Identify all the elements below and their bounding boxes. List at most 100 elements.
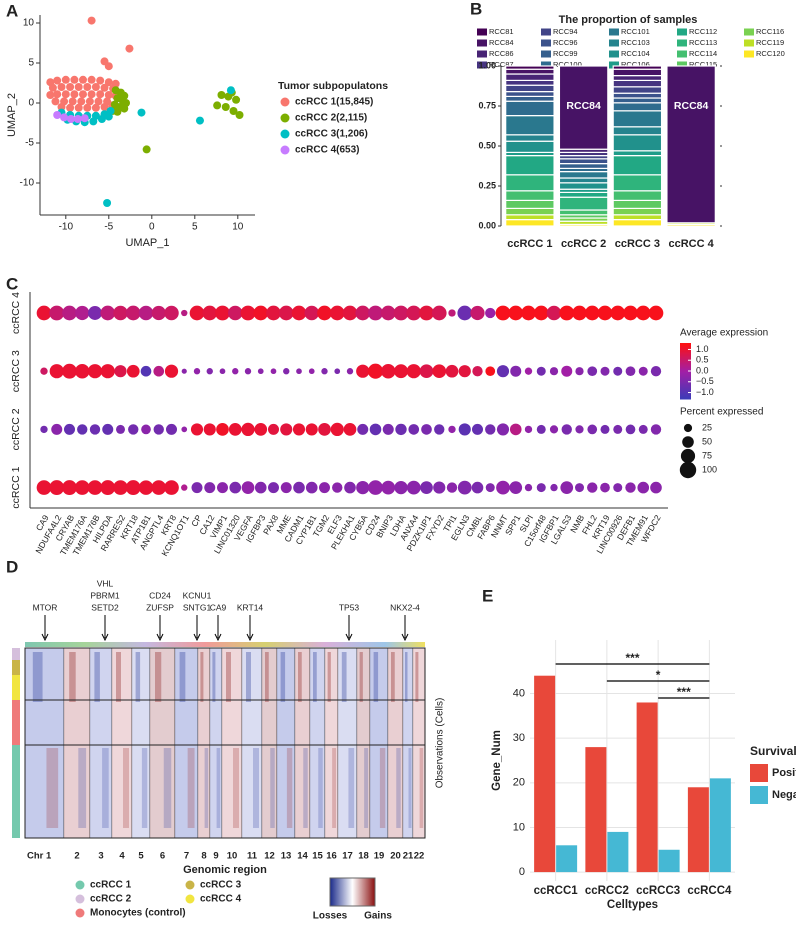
colorbar-tick-label: −1.0 — [696, 387, 714, 397]
gene-arrowhead — [345, 633, 353, 642]
bar-segment — [612, 219, 663, 227]
y-tick-label: 0 — [28, 98, 34, 109]
colorbar-step — [680, 391, 691, 394]
point — [85, 97, 94, 106]
heatmap-band — [303, 748, 308, 828]
dot — [600, 482, 610, 493]
point — [104, 78, 113, 87]
heatmap-band — [373, 652, 379, 702]
dot — [433, 481, 446, 494]
dot — [164, 364, 179, 378]
colorbar-step — [680, 397, 691, 400]
dot — [280, 423, 293, 436]
point — [120, 104, 129, 113]
x-axis-label: Celltypes — [607, 899, 658, 911]
chromosome-label: 6 — [160, 851, 165, 862]
bar-segment — [612, 86, 663, 94]
bar — [585, 747, 607, 873]
point — [91, 103, 100, 112]
point — [80, 114, 89, 123]
dot — [228, 305, 243, 321]
x-axis-label: Genomic region — [183, 864, 267, 876]
bar-segment — [666, 65, 716, 224]
significance-label: * — [656, 668, 661, 682]
dot — [40, 425, 48, 434]
legend-swatch — [609, 61, 619, 69]
point — [70, 75, 79, 84]
size-legend-title: Percent expressed — [680, 407, 763, 418]
legend-label: RCC103 — [621, 38, 650, 47]
heatmap-band — [313, 652, 317, 702]
chromosome-label: 21 — [403, 851, 414, 862]
x-tick-label: -10 — [59, 222, 74, 233]
bar-segment — [505, 68, 555, 75]
dot — [62, 305, 77, 321]
dot — [650, 366, 662, 377]
row-label: ccRCC 4 — [10, 292, 22, 334]
heatmap-band — [359, 652, 363, 702]
point — [137, 108, 146, 117]
legend-label: RCC101 — [621, 27, 650, 36]
bar-segment — [612, 68, 663, 77]
x-tick-label: ccRCC4 — [687, 885, 732, 897]
chromosome-label: 15 — [312, 851, 323, 862]
legend-swatch — [677, 61, 687, 69]
legend-swatch — [541, 28, 551, 36]
point — [66, 115, 75, 123]
bar-segment — [505, 90, 555, 97]
point — [89, 117, 98, 126]
colorbar-step — [680, 365, 691, 368]
bar — [636, 702, 658, 873]
dot — [420, 481, 433, 494]
dot — [446, 482, 458, 493]
dot — [470, 305, 485, 321]
point — [79, 90, 87, 99]
dot — [36, 480, 52, 495]
bar-segment — [505, 84, 555, 93]
heatmap-band — [364, 748, 369, 828]
heatmap-band — [270, 748, 275, 828]
dot — [181, 368, 187, 374]
row-label: ccRCC 3 — [10, 350, 22, 392]
dot — [584, 305, 600, 321]
chromosome-label: 16 — [326, 851, 337, 862]
dot — [308, 368, 315, 375]
heatmap-band — [135, 652, 141, 702]
point — [217, 91, 226, 99]
dot — [40, 367, 48, 375]
bar-segment — [612, 207, 663, 216]
legend-label: RCC104 — [621, 49, 650, 58]
dot — [278, 305, 294, 321]
point — [68, 97, 77, 106]
colorbar-step — [680, 349, 691, 352]
dot — [100, 364, 115, 379]
point — [53, 111, 62, 119]
chromosome-label: 10 — [227, 851, 238, 862]
dot — [138, 305, 154, 321]
point — [57, 103, 66, 111]
chromosome-label: 22 — [414, 851, 425, 862]
dot — [293, 481, 305, 494]
colorbar-step — [680, 389, 691, 392]
legend-swatch — [75, 880, 85, 890]
dot — [240, 305, 256, 321]
point — [195, 116, 204, 125]
dot — [368, 480, 383, 495]
scale-low-label: Losses — [313, 911, 348, 922]
bar — [658, 849, 680, 873]
dot — [267, 482, 280, 494]
bar-segment — [612, 102, 663, 112]
gene-annotation: CA9 — [210, 602, 227, 612]
group-bar — [12, 745, 20, 838]
point — [48, 83, 57, 92]
dot — [434, 424, 445, 435]
heatmap-band — [155, 652, 162, 702]
dot — [204, 482, 216, 494]
legend-label: RCC119 — [756, 38, 784, 47]
dot — [49, 364, 64, 379]
dot — [128, 424, 139, 435]
dot — [546, 305, 562, 321]
dot — [587, 366, 598, 377]
gene-annotation: TP53 — [339, 602, 360, 612]
point — [87, 16, 96, 25]
